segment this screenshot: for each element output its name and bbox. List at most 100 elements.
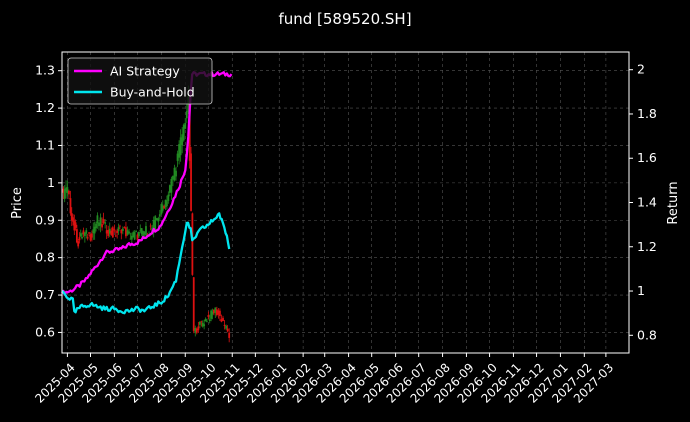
candle-body: [191, 213, 194, 275]
candle-body: [81, 236, 83, 239]
candle-body: [85, 230, 88, 234]
candle-body: [208, 319, 211, 322]
candle-body: [220, 319, 223, 322]
legend-box: [67, 57, 213, 105]
candle-body: [152, 220, 155, 233]
y-right-tick-label: 1.4: [637, 195, 657, 210]
y-axis-left: 0.6 0.7 0.8 0.9 1 1.1 1.2 1.3: [35, 63, 62, 339]
candle-body: [173, 167, 176, 181]
y-right-tick-label: 1.8: [637, 106, 657, 121]
candle-body: [225, 325, 227, 329]
candle-body: [145, 226, 147, 236]
candle-body: [164, 199, 167, 208]
candle-body: [158, 214, 161, 217]
candle-body: [117, 227, 120, 232]
candle-body: [222, 317, 224, 322]
y-left-tick-label: 1.3: [35, 63, 55, 78]
y-left-tick-label: 1.2: [35, 100, 55, 115]
candle-body: [123, 227, 126, 228]
candle-body: [195, 328, 198, 333]
candle-body: [113, 229, 116, 231]
candle-body: [99, 217, 102, 226]
candle-body: [105, 230, 108, 234]
candle-body: [211, 311, 214, 315]
candle-body: [72, 217, 74, 222]
candle-body: [133, 232, 136, 240]
candle-body: [181, 134, 184, 146]
candle-body: [198, 321, 201, 325]
candle-body: [75, 229, 78, 243]
candle-body: [200, 321, 203, 323]
y-right-tick-label: 0.8: [637, 327, 657, 342]
candle-body: [125, 227, 127, 237]
candle-body: [74, 222, 77, 228]
candle-body: [175, 170, 177, 177]
candle-body: [66, 187, 69, 193]
candle-body: [179, 137, 182, 156]
candle-body: [140, 228, 143, 235]
candle-body: [197, 326, 200, 331]
y-left-tick-label: 0.6: [35, 324, 55, 339]
candle-body: [182, 124, 185, 141]
candle-body: [178, 144, 180, 158]
candle-body: [102, 219, 105, 224]
candle-body: [143, 231, 146, 235]
legend-label: AI Strategy: [110, 64, 180, 79]
candle-body: [226, 328, 229, 332]
candle-body: [95, 223, 97, 229]
candle-body: [167, 194, 170, 202]
candle-body: [119, 225, 121, 227]
candle-body: [135, 231, 137, 232]
candle-body: [114, 235, 117, 237]
candle-body: [157, 218, 160, 222]
candle-body: [168, 185, 171, 193]
candle-body: [160, 204, 163, 215]
candle-body: [219, 310, 221, 317]
candle-body: [172, 176, 174, 180]
candle-body: [184, 122, 187, 129]
y-axis-right-label: Return: [666, 181, 681, 224]
candle-body: [104, 222, 107, 224]
candle-body: [86, 237, 89, 239]
candle-body: [62, 188, 65, 193]
legend: AI Strategy Buy-and-Hold: [67, 57, 213, 105]
candle-body: [228, 332, 231, 338]
candle-body: [136, 234, 139, 240]
candle-body: [129, 238, 132, 240]
candle-body: [68, 190, 70, 195]
candle-body: [92, 229, 95, 234]
candle-body: [120, 229, 123, 234]
legend-label: Buy-and-Hold: [110, 85, 195, 100]
y-right-tick-label: 1.6: [637, 150, 657, 165]
candle-body: [126, 230, 129, 235]
candle-body: [215, 309, 218, 316]
candle-body: [111, 227, 114, 238]
candle-body: [214, 307, 217, 313]
candle-body: [73, 221, 76, 231]
chart-title: fund [589520.SH]: [278, 10, 411, 28]
candle-body: [90, 233, 93, 238]
candle-body: [77, 241, 80, 247]
candle-body: [185, 111, 188, 119]
y-axis-right: 0.8 1 1.2 1.4 1.6 1.8 2: [629, 62, 657, 342]
candle-body: [204, 319, 207, 322]
y-right-tick-label: 1: [637, 283, 645, 298]
candle-body: [194, 327, 197, 333]
candle-body: [192, 277, 195, 331]
candle-body: [88, 232, 90, 234]
y-axis-left-label: Price: [10, 187, 25, 219]
candle-body: [176, 153, 179, 161]
candle-body: [98, 222, 100, 227]
candle-body: [206, 321, 208, 323]
candle-body: [121, 228, 124, 232]
y-left-tick-label: 0.7: [35, 287, 55, 302]
candle-body: [70, 213, 73, 221]
y-left-tick-label: 1: [47, 175, 55, 190]
candle-body: [213, 309, 215, 314]
candle-body: [69, 198, 72, 214]
candle-body: [137, 231, 140, 237]
candle-body: [139, 229, 142, 231]
candle-body: [142, 231, 144, 237]
candle-body: [190, 153, 192, 211]
y-right-tick-label: 2: [637, 62, 645, 77]
